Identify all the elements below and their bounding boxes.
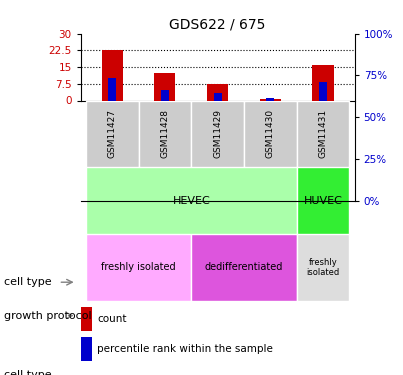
Bar <box>161 176 169 201</box>
Text: GSM11429: GSM11429 <box>213 110 222 158</box>
Text: GSM11428: GSM11428 <box>160 110 169 158</box>
Text: HEVEC: HEVEC <box>172 196 210 206</box>
Text: dedifferentiated: dedifferentiated <box>205 262 283 272</box>
FancyBboxPatch shape <box>86 167 297 234</box>
Text: cell type: cell type <box>4 370 52 375</box>
FancyBboxPatch shape <box>244 100 297 167</box>
Bar <box>319 156 327 201</box>
Text: cell type: cell type <box>4 277 52 287</box>
FancyBboxPatch shape <box>191 234 297 301</box>
Bar <box>214 182 222 201</box>
FancyBboxPatch shape <box>297 234 349 301</box>
Text: freshly
isolated: freshly isolated <box>306 258 340 277</box>
Bar <box>154 131 175 201</box>
Title: GDS622 / 675: GDS622 / 675 <box>169 17 266 31</box>
Text: GSM11431: GSM11431 <box>318 110 328 158</box>
Bar <box>207 159 228 201</box>
FancyBboxPatch shape <box>86 234 191 301</box>
Text: count: count <box>97 314 127 324</box>
FancyBboxPatch shape <box>86 100 139 167</box>
FancyBboxPatch shape <box>139 100 191 167</box>
Text: freshly isolated: freshly isolated <box>101 262 176 272</box>
Text: growth protocol: growth protocol <box>4 310 91 321</box>
Bar <box>108 146 116 201</box>
FancyBboxPatch shape <box>297 167 349 234</box>
Bar <box>312 112 334 201</box>
Bar <box>81 308 91 331</box>
FancyBboxPatch shape <box>297 100 349 167</box>
Bar <box>81 338 91 361</box>
Bar <box>260 198 281 201</box>
Bar <box>102 75 123 201</box>
FancyBboxPatch shape <box>191 100 244 167</box>
Text: percentile rank within the sample: percentile rank within the sample <box>97 344 273 354</box>
Text: GSM11430: GSM11430 <box>266 110 275 158</box>
Bar <box>266 196 274 201</box>
Text: HUVEC: HUVEC <box>303 196 343 206</box>
Text: GSM11427: GSM11427 <box>108 110 117 158</box>
